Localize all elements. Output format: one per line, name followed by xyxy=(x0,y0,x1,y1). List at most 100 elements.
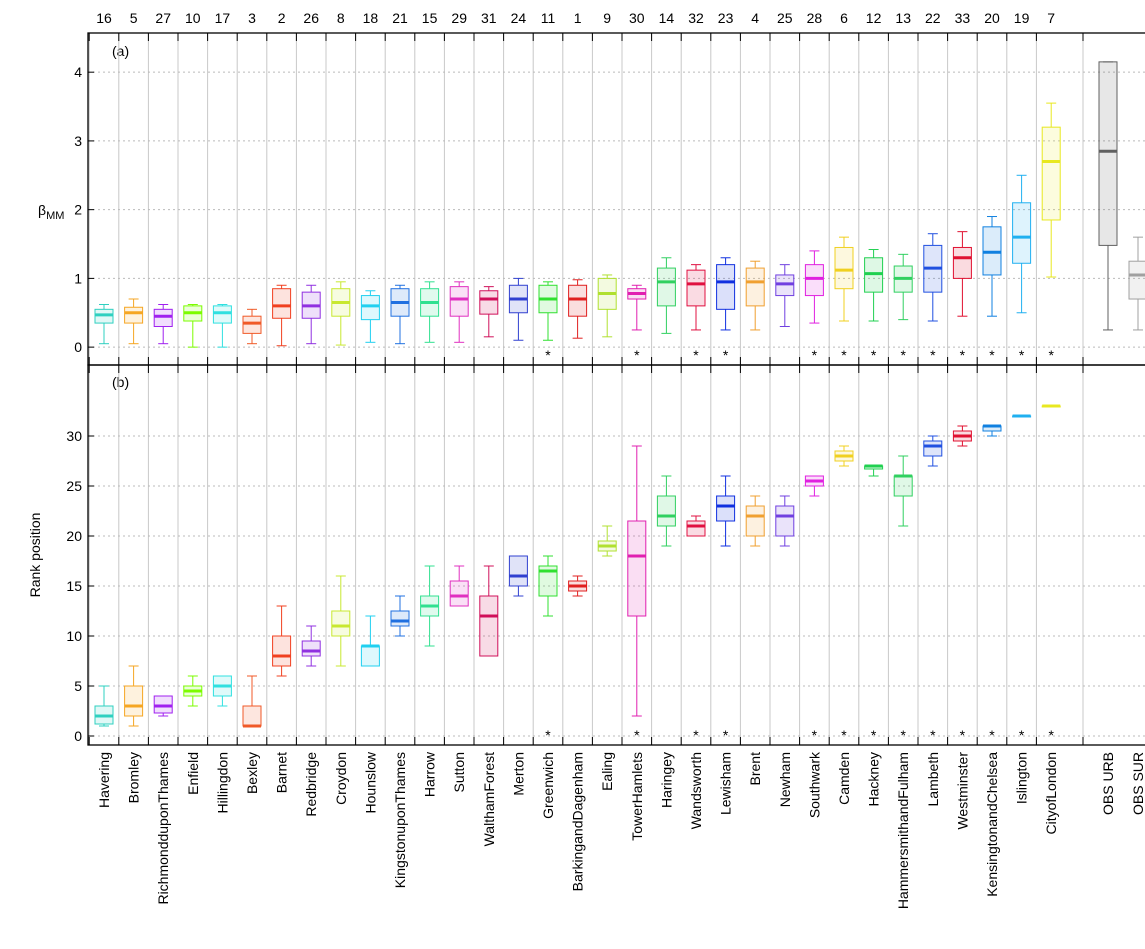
x-tick-label: Lewisham xyxy=(718,752,734,815)
box-plot xyxy=(864,464,884,477)
significance-marker: * xyxy=(723,347,729,363)
top-label: 18 xyxy=(363,10,379,26)
x-tick-label: TowerHamlets xyxy=(629,752,645,841)
x-tick-label: Enfield xyxy=(185,752,201,795)
box-plot xyxy=(1041,404,1061,408)
significance-marker: * xyxy=(634,727,640,743)
significance-marker: * xyxy=(841,347,847,363)
top-label: 20 xyxy=(984,10,1000,26)
box xyxy=(745,505,765,537)
box xyxy=(568,284,588,317)
box-plot xyxy=(124,298,144,345)
box-plot xyxy=(183,675,203,707)
box-plot xyxy=(627,445,647,717)
box xyxy=(272,288,292,319)
box-plot xyxy=(508,555,528,597)
x-tick-label: RichmondduponThames xyxy=(155,752,171,905)
top-label: 23 xyxy=(718,10,734,26)
y-tick-label: 1 xyxy=(74,270,82,286)
top-label: 22 xyxy=(925,10,941,26)
box xyxy=(153,308,173,328)
box xyxy=(952,246,972,279)
significance-marker: * xyxy=(930,727,936,743)
top-label: 26 xyxy=(303,10,319,26)
box-plot xyxy=(331,575,351,667)
x-tick-label: BarkingandDagenham xyxy=(570,752,586,891)
y-label-sub: MM xyxy=(46,210,64,222)
box-plot xyxy=(1012,414,1032,418)
top-label: 28 xyxy=(807,10,823,26)
significance-marker: * xyxy=(723,727,729,743)
box-plot xyxy=(745,260,765,331)
significance-marker: * xyxy=(545,727,551,743)
panel-b-title: (b) xyxy=(112,374,129,390)
box xyxy=(479,290,499,315)
box xyxy=(656,495,676,527)
significance-marker: * xyxy=(1048,727,1054,743)
box-plot xyxy=(834,445,854,467)
box-plot xyxy=(716,257,736,331)
significance-marker: * xyxy=(1019,347,1025,363)
significance-marker: * xyxy=(900,727,906,743)
panel-b-y-label: Rank position xyxy=(27,513,43,598)
box xyxy=(124,685,144,717)
box-plot xyxy=(864,249,884,322)
box xyxy=(508,555,528,587)
top-label: 2 xyxy=(278,10,286,26)
y-tick-label: 15 xyxy=(66,578,82,594)
top-label: 30 xyxy=(629,10,645,26)
box xyxy=(1098,61,1118,246)
box-plot xyxy=(686,515,706,537)
x-tick-label: Ealing xyxy=(599,752,615,791)
panel-frame xyxy=(87,32,1145,366)
x-tick-label: Westminster xyxy=(954,752,970,830)
box xyxy=(775,505,795,537)
box-plot xyxy=(775,264,795,328)
y-tick-label: 25 xyxy=(66,478,82,494)
x-tick-label: Havering xyxy=(96,752,112,808)
x-tick-label: Redbridge xyxy=(303,752,319,817)
box-plot xyxy=(893,253,913,321)
box-plot xyxy=(597,525,617,557)
box-plot xyxy=(952,425,972,447)
box-plot xyxy=(360,615,380,667)
significance-marker: * xyxy=(900,347,906,363)
y-tick-label: 10 xyxy=(66,628,82,644)
top-label: 14 xyxy=(659,10,675,26)
box-plot xyxy=(242,308,262,345)
box-plot xyxy=(331,281,351,346)
x-tick-label: Camden xyxy=(836,752,852,805)
significance-marker: * xyxy=(989,727,995,743)
box-plot xyxy=(952,231,972,317)
box-plot xyxy=(982,216,1002,317)
x-tick-label: Lambeth xyxy=(925,752,941,806)
box xyxy=(331,610,351,637)
box-plot xyxy=(449,281,469,343)
y-tick-label: 3 xyxy=(74,133,82,149)
box-plot xyxy=(538,281,558,341)
box-plot xyxy=(153,304,173,345)
box-plot xyxy=(272,284,292,347)
top-label: 25 xyxy=(777,10,793,26)
box-plot xyxy=(686,264,706,331)
x-tick-label: KensingtonandChelsea xyxy=(984,752,1000,897)
box-plot xyxy=(360,290,380,343)
top-label: 11 xyxy=(541,10,556,26)
top-label: 5 xyxy=(130,10,138,26)
x-tick-label: Haringey xyxy=(658,752,674,808)
panel-a-y-label: βMM xyxy=(38,202,64,222)
box-plot xyxy=(627,284,647,331)
box xyxy=(1041,126,1061,221)
box-plot xyxy=(94,685,114,727)
box-plot xyxy=(272,605,292,677)
box xyxy=(745,267,765,307)
box-plot xyxy=(212,675,232,707)
top-label: 7 xyxy=(1047,10,1055,26)
top-label: 13 xyxy=(895,10,911,26)
significance-marker: * xyxy=(960,727,966,743)
y-tick-label: 2 xyxy=(74,202,82,218)
x-tick-label: Croydon xyxy=(333,752,349,805)
box xyxy=(656,267,676,307)
x-tick-label: HammersmithandFulham xyxy=(895,752,911,909)
